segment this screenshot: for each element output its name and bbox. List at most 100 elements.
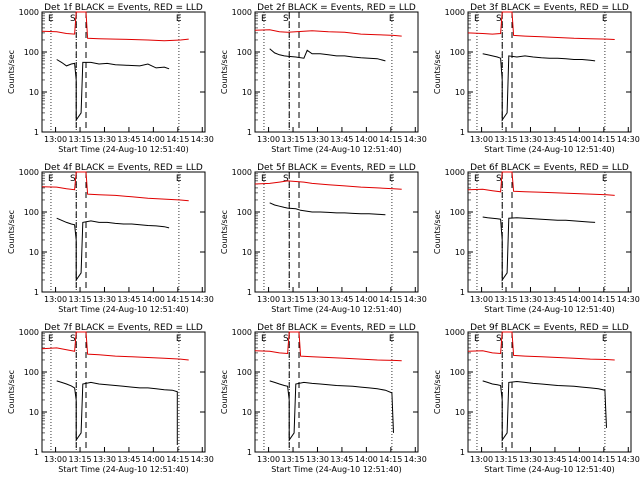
y-tick-label: 1 [34,128,39,137]
y-tick-label: 1 [34,448,39,457]
x-tick-label: 14:00 [568,295,591,304]
x-tick-label: 13:30 [519,135,542,144]
x-tick-label: 13:00 [470,455,493,464]
x-tick-label: 14:00 [142,455,165,464]
marker-label: E [261,334,267,344]
x-tick-label: 13:00 [44,135,67,144]
x-tick-label: 13:30 [519,455,542,464]
marker-label: S [496,14,502,24]
x-tick-label: 13:15 [494,135,517,144]
marker-label: S [283,14,289,24]
x-tick-label: 13:45 [543,135,566,144]
marker-label: S [496,334,502,344]
y-tick-label: 100 [24,368,39,377]
series-line-events [56,217,170,282]
y-tick-label: 1 [460,128,465,137]
y-tick-label: 1 [460,288,465,297]
x-tick-label: 13:15 [281,455,304,464]
panel-title: Det 3f BLACK = Events, RED = LLD [470,3,629,13]
x-tick-label: 13:15 [494,295,517,304]
x-tick-label: 13:45 [117,455,140,464]
series-line-lld [41,171,189,202]
x-tick-label: 14:15 [592,295,615,304]
x-axis-label: Start Time (24-Aug-10 12:51:40) [271,465,402,474]
marker-label: E [474,334,480,344]
series-line-events [269,48,386,62]
x-tick-label: 14:15 [592,135,615,144]
y-tick-label: 1 [34,288,39,297]
x-tick-label: 14:00 [568,455,591,464]
series-line-lld [467,331,615,361]
y-tick-label: 10 [455,88,465,97]
x-tick-label: 14:15 [166,135,189,144]
panel-title: Det 1f BLACK = Events, RED = LLD [44,3,203,13]
plot-frame [254,331,419,453]
x-tick-label: 13:15 [494,455,517,464]
x-tick-label: 14:30 [404,135,427,144]
marker-label: S [283,174,289,184]
marker-label: E [389,14,395,24]
marker-label: S [283,334,289,344]
marker-label: E [602,334,608,344]
y-axis-label: Counts/sec [7,50,16,94]
x-tick-label: 14:30 [617,135,640,144]
y-tick-label: 10 [242,408,252,417]
x-tick-label: 14:30 [404,455,427,464]
x-tick-label: 13:30 [519,295,542,304]
x-tick-label: 13:00 [257,295,280,304]
x-tick-label: 13:45 [330,295,353,304]
series-line-events [56,59,170,122]
x-axis-label: Start Time (24-Aug-10 12:51:40) [484,145,615,154]
x-tick-label: 13:30 [93,295,116,304]
plot-frame [467,11,632,133]
x-axis-label: Start Time (24-Aug-10 12:51:40) [484,465,615,474]
y-tick-label: 100 [450,368,465,377]
series-line-lld [254,180,402,190]
x-tick-label: 13:15 [281,295,304,304]
y-tick-label: 10 [242,248,252,257]
marker-label: E [602,14,608,24]
panel-title: Det 7f BLACK = Events, RED = LLD [44,323,203,333]
y-tick-label: 10 [242,88,252,97]
x-axis-label: Start Time (24-Aug-10 12:51:40) [484,305,615,314]
x-tick-label: 13:00 [470,295,493,304]
x-tick-label: 13:00 [470,135,493,144]
y-tick-label: 1000 [19,8,39,17]
x-tick-label: 13:30 [306,135,329,144]
x-tick-label: 14:30 [191,135,214,144]
y-tick-label: 10 [29,408,39,417]
x-tick-label: 14:00 [142,295,165,304]
marker-label: E [389,334,395,344]
x-tick-label: 13:45 [543,455,566,464]
y-tick-label: 100 [24,208,39,217]
series-line-lld [254,331,402,362]
x-axis-label: Start Time (24-Aug-10 12:51:40) [58,145,189,154]
marker-label: E [389,174,395,184]
y-tick-label: 1 [247,448,252,457]
x-tick-label: 14:30 [191,295,214,304]
x-tick-label: 13:00 [257,455,280,464]
y-tick-label: 1000 [232,328,252,337]
x-tick-label: 13:30 [306,455,329,464]
y-axis-label: Counts/sec [220,370,229,414]
marker-label: E [261,174,267,184]
panel-title: Det 2f BLACK = Events, RED = LLD [257,3,416,13]
y-tick-label: 10 [29,88,39,97]
y-tick-label: 1 [247,128,252,137]
y-tick-label: 1 [247,288,252,297]
x-tick-label: 14:15 [166,295,189,304]
marker-label: E [48,14,54,24]
x-tick-label: 13:15 [68,295,91,304]
series-line-lld [467,171,615,196]
x-tick-label: 13:30 [306,295,329,304]
x-axis-label: Start Time (24-Aug-10 12:51:40) [271,145,402,154]
plot-frame [41,331,206,453]
x-tick-label: 14:15 [379,295,402,304]
